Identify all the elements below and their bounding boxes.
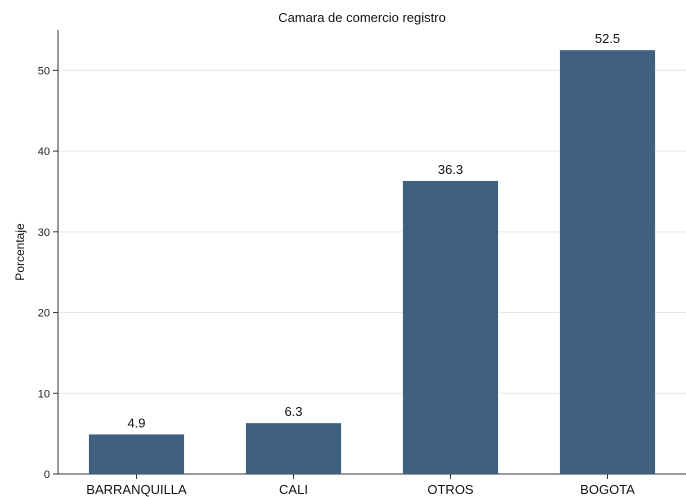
y-tick-label-20: 20	[38, 308, 50, 320]
bar-cali	[245, 423, 342, 474]
data-label-cali: 6.3	[284, 404, 302, 419]
x-tick-label-cali: CALI	[279, 482, 308, 497]
y-tick-label-10: 10	[38, 388, 50, 400]
y-axis-label: Porcentaje	[13, 223, 27, 281]
y-tick-label-30: 30	[38, 227, 50, 239]
data-label-barranquilla: 4.9	[127, 415, 145, 430]
data-labels: 4.9 6.3 36.3 52.5	[127, 31, 620, 430]
data-label-bogota: 52.5	[595, 31, 620, 46]
x-tick-label-barranquilla: BARRANQUILLA	[86, 482, 187, 497]
bar-otros	[402, 180, 499, 474]
chart-title: Camara de comercio registro	[278, 10, 446, 25]
y-tick-label-40: 40	[38, 146, 50, 158]
y-tick-label-0: 0	[44, 469, 50, 481]
bar-bogota	[559, 50, 656, 474]
x-tick-label-bogota: BOGOTA	[580, 482, 635, 497]
x-tick-label-otros: OTROS	[427, 482, 474, 497]
data-label-otros: 36.3	[438, 162, 463, 177]
bar-barranquilla	[88, 434, 185, 474]
bars	[88, 50, 656, 474]
y-tick-label-50: 50	[38, 65, 50, 77]
